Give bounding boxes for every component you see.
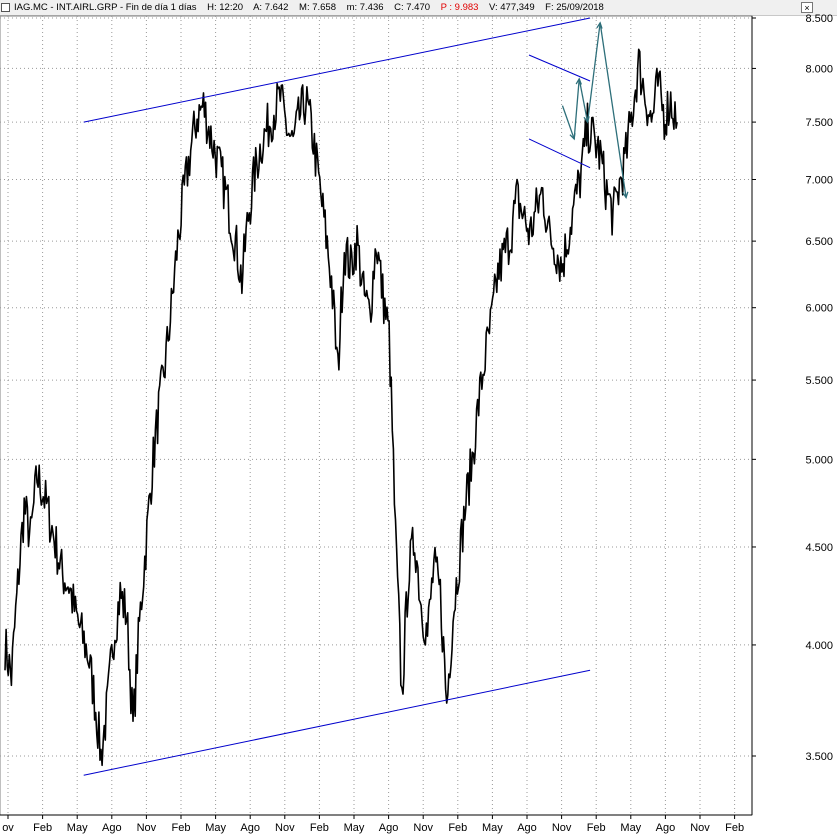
x-tick-label: May (67, 822, 88, 834)
x-tick-label: Nov (552, 822, 572, 834)
close-value: C: 7.470 (394, 2, 431, 13)
x-tick-label: Feb (310, 822, 329, 834)
x-tick-label: Ago (517, 822, 537, 834)
projection-segment (599, 22, 627, 198)
x-tick-label: Feb (448, 822, 467, 834)
y-tick-label: 4.000 (805, 640, 833, 652)
x-tick-label: Ago (102, 822, 122, 834)
low-value: m: 7.436 (346, 2, 384, 13)
trendline-flag-bottom (528, 138, 591, 169)
x-tick-label: Feb (33, 822, 52, 834)
y-tick-label: 8.500 (805, 13, 833, 25)
symbol-code: IAG.MC (14, 2, 48, 13)
x-tick-label: Nov (690, 822, 710, 834)
date-value: F: 25/09/2018 (545, 2, 604, 13)
x-tick-label: Feb (172, 822, 191, 834)
y-tick-label: 7.000 (805, 174, 833, 186)
x-tick-label: Feb (725, 822, 744, 834)
y-tick-label: 7.500 (805, 117, 833, 129)
x-tick-label: Nov (413, 822, 433, 834)
volume-value: V: 477,349 (489, 2, 535, 13)
period-label: Fin de día 1 días (125, 2, 197, 13)
projection-segment (586, 22, 601, 123)
window-menu-icon[interactable] (1, 3, 10, 12)
x-tick-label: Nov (275, 822, 295, 834)
y-tick-label: 8.000 (805, 63, 833, 75)
x-tick-label: May (482, 822, 503, 834)
hour-value: H: 12:20 (207, 2, 244, 13)
open-value: A: 7.642 (253, 2, 289, 13)
x-tick-label: Ago (240, 822, 260, 834)
plot-area (0, 15, 753, 816)
projection-arrowhead (575, 77, 582, 85)
projection-arrowhead (622, 191, 629, 199)
y-tick-label: 5.500 (805, 375, 833, 387)
close-icon[interactable]: × (801, 2, 813, 13)
y-tick-label: 6.000 (805, 303, 833, 315)
x-tick-label: Ago (656, 822, 676, 834)
x-tick-label: Feb (587, 822, 606, 834)
chart-title-bar: IAG.MC - INT.AIRL.GRP - Fin de día 1 día… (0, 0, 837, 16)
x-tick-label: May (620, 822, 641, 834)
projection-segment (573, 78, 580, 139)
percent-value: P : 9.983 (440, 2, 479, 13)
y-tick-label: 3.500 (805, 751, 833, 763)
x-tick-label: ov (2, 822, 14, 834)
price-series-line (4, 48, 678, 767)
x-tick-label: Nov (137, 822, 157, 834)
y-tick-label: 4.500 (805, 542, 833, 554)
y-tick-label: 5.000 (805, 454, 833, 466)
x-tick-label: May (344, 822, 365, 834)
title-text: IAG.MC - INT.AIRL.GRP - Fin de día 1 día… (14, 2, 604, 13)
y-tick-label: 6.500 (805, 236, 833, 248)
trendline-lower-channel (83, 669, 591, 776)
high-value: M: 7.658 (299, 2, 336, 13)
trendline-flag-top (528, 54, 591, 82)
projection-segment (561, 105, 575, 140)
x-tick-label: May (205, 822, 226, 834)
trendline-upper-channel (83, 17, 591, 123)
projection-segment (578, 78, 589, 123)
instrument-name: INT.AIRL.GRP (56, 2, 118, 13)
x-tick-label: Ago (379, 822, 399, 834)
